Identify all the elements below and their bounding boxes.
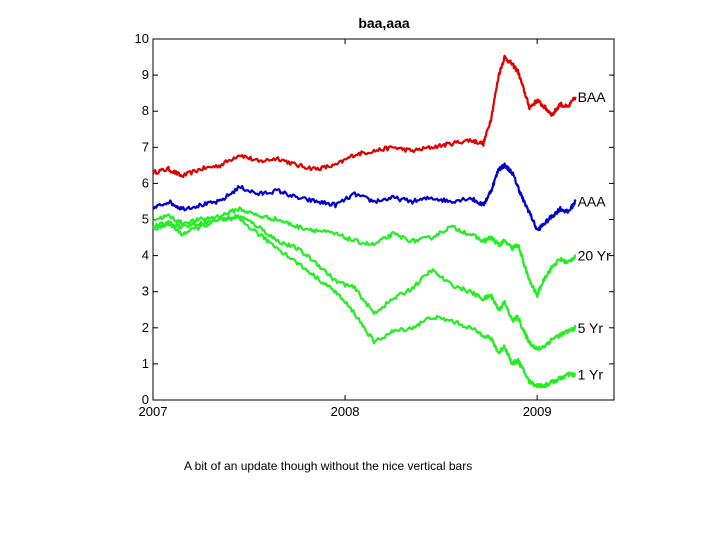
series-label: 1 Yr [578, 367, 604, 383]
y-tick-label: 4 [142, 248, 149, 263]
series-labels: BAA AAA 20 Yr 5 Yr 1 Yr [578, 89, 612, 383]
chart-title: baa,aaa [358, 15, 410, 31]
series-label: AAA [578, 193, 607, 209]
y-tick-label: 1 [142, 356, 149, 371]
x-tick-label: 2007 [139, 404, 168, 419]
series-line-5-yr [152, 214, 577, 352]
y-tick-label: 6 [142, 175, 149, 190]
y-tick-label: 10 [135, 31, 149, 46]
y-tick-label: 7 [142, 139, 149, 154]
y-tick-label: 9 [142, 67, 149, 82]
caption: A bit of an update though without the ni… [184, 459, 473, 473]
y-tick-label: 3 [142, 284, 149, 299]
y-tick-label: 2 [142, 320, 149, 335]
series-line-baa [151, 54, 577, 179]
series-line-20-yr [152, 206, 577, 299]
y-tick-label: 5 [142, 212, 149, 227]
series-group [151, 54, 577, 389]
series-label: 5 Yr [578, 320, 604, 336]
series-line-1-yr [152, 216, 577, 389]
x-tick-label: 2008 [331, 404, 360, 419]
axes: 0 1 2 3 4 5 6 7 8 9 10 2007 2008 2009 [135, 31, 614, 419]
series-line-aaa [152, 162, 577, 232]
x-tick-label: 2009 [523, 404, 552, 419]
series-label: BAA [578, 89, 607, 105]
y-tick-label: 8 [142, 103, 149, 118]
y-tick-label: 0 [142, 392, 149, 407]
series-label: 20 Yr [578, 248, 612, 264]
